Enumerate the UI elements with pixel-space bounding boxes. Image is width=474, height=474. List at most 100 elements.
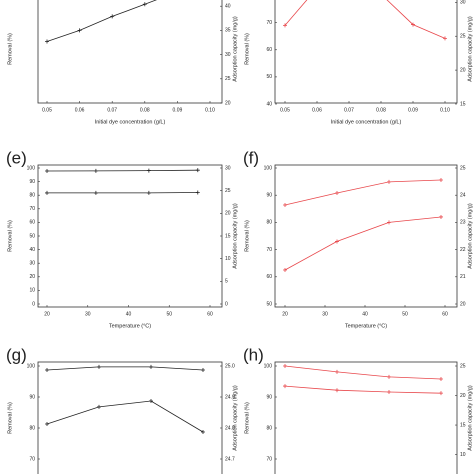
y2-tick-label: 15 (225, 233, 231, 239)
point-marker (283, 384, 287, 389)
x-tick-label: 0.08 (140, 107, 150, 113)
y2-tick-label: 20 (460, 301, 466, 307)
x-tick-label: 0.05 (280, 107, 290, 113)
point-marker (335, 191, 339, 196)
y2-axis-title: Adsorption capacity (mg/g) (467, 203, 473, 269)
y-axis-title: Removal (%) (7, 220, 13, 252)
y2-tick-label: 21 (460, 274, 466, 280)
y-tick-label: 90 (266, 193, 272, 199)
point-marker (201, 430, 205, 435)
plot-frame (274, 164, 458, 308)
series-line (284, 365, 442, 380)
series-line (284, 179, 442, 206)
x-tick-label: 40 (126, 311, 132, 317)
y2-tick-label: 22 (460, 247, 466, 253)
y-tick-label: 40 (29, 247, 35, 253)
point-marker (335, 239, 339, 244)
point-marker (335, 388, 339, 393)
x-tick-label: 0.09 (173, 107, 183, 113)
point-marker (149, 399, 153, 404)
y-tick-label: 70 (29, 206, 35, 212)
x-axis-title: Temperature (°C) (109, 323, 151, 329)
x-axis-title: Temperature (°C) (345, 323, 387, 329)
x-tick-label: 60 (442, 311, 448, 317)
y2-axis-title: Adsorption capacity (mg/g) (232, 16, 238, 82)
panel-label: (e) (6, 148, 27, 167)
x-tick-label: 0.07 (107, 107, 117, 113)
y-tick-label: 70 (29, 456, 35, 462)
y2-tick-label: 15 (460, 422, 466, 428)
series-line (284, 0, 308, 26)
y-axis-title: Removal (%) (244, 402, 250, 434)
y-axis-title: Removal (%) (7, 402, 13, 434)
y-tick-label: 60 (29, 220, 35, 226)
y-tick-label: 60 (266, 47, 272, 53)
y-tick-label: 100 (27, 165, 36, 171)
y-tick-label: 40 (266, 101, 272, 107)
series-line (46, 366, 204, 371)
y2-tick-label: 25 (460, 34, 466, 40)
point-marker (45, 190, 49, 195)
y-tick-label: 80 (266, 425, 272, 431)
point-marker (439, 214, 443, 219)
y2-tick-label: 24.8 (225, 425, 235, 431)
y2-axis-title: Adsorption capacity (mg/g) (467, 385, 473, 451)
x-tick-label: 20 (44, 311, 50, 317)
x-tick-label: 0.08 (376, 107, 386, 113)
y-tick-label: 50 (266, 301, 272, 307)
series-line (284, 385, 442, 394)
y-tick-label: 80 (266, 220, 272, 226)
plot-frame (37, 0, 223, 104)
y-tick-label: 0 (32, 301, 35, 307)
y-tick-label: 100 (27, 363, 36, 369)
y2-tick-label: 20 (460, 393, 466, 399)
y2-tick-label: 20 (460, 67, 466, 73)
point-marker (387, 389, 391, 394)
x-axis-title: Initial dye concentration (g/L) (95, 119, 166, 125)
y-tick-label: 90 (29, 394, 35, 400)
x-tick-label: 60 (207, 311, 213, 317)
x-tick-label: 30 (322, 311, 328, 317)
y2-tick-label: 20 (225, 100, 231, 106)
series-line (386, 0, 446, 39)
point-marker (387, 220, 391, 225)
plot-frame (37, 164, 223, 308)
point-marker (45, 168, 49, 173)
y-tick-label: 70 (266, 456, 272, 462)
point-marker (335, 369, 339, 374)
y2-tick-label: 30 (460, 0, 466, 6)
point-marker (45, 421, 49, 426)
y-tick-label: 80 (29, 425, 35, 431)
y2-axis-title: Adsorption capacity (mg/g) (232, 203, 238, 269)
point-marker (387, 179, 391, 184)
y2-tick-label: 30 (225, 165, 231, 171)
point-marker (97, 404, 101, 409)
y2-tick-label: 24.9 (225, 394, 235, 400)
point-marker (195, 190, 200, 195)
plot-frame (274, 0, 458, 104)
y-axis-title: Removal (%) (244, 220, 250, 252)
y-tick-label: 60 (266, 274, 272, 280)
y-axis-title: Removal (%) (244, 33, 250, 65)
x-tick-label: 40 (362, 311, 368, 317)
x-tick-label: 0.09 (408, 107, 418, 113)
series-line (284, 216, 442, 271)
panel-label: (h) (243, 345, 264, 364)
series-line (46, 400, 204, 433)
y-tick-label: 30 (29, 261, 35, 267)
y2-tick-label: 25 (460, 165, 466, 171)
x-tick-label: 30 (85, 311, 91, 317)
y2-tick-label: 35 (225, 28, 231, 34)
y2-tick-label: 0 (225, 301, 228, 307)
point-marker (149, 364, 153, 369)
point-marker (146, 190, 151, 195)
y-tick-label: 10 (29, 288, 35, 294)
point-marker (443, 36, 447, 41)
x-tick-label: 0.06 (75, 107, 85, 113)
y2-tick-label: 20 (225, 211, 231, 217)
point-marker (201, 368, 205, 373)
point-marker (283, 202, 287, 207)
panel-label: (f) (243, 148, 259, 167)
x-tick-label: 50 (402, 311, 408, 317)
